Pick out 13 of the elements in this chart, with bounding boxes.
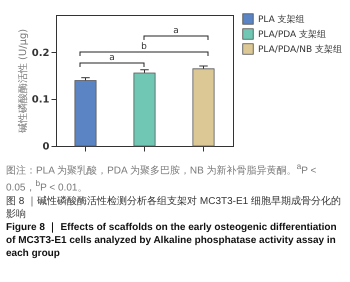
caption: 图 8 ｜碱性磷酸酶活性检测分析各组支架对 MC3T3-E1 细胞早期成骨分化的影响 [6,194,342,221]
y-axis-title: 碱性磷酸酶活性 (U/μg) [16,28,29,134]
legend-label: PLA/PDA 支架组 [258,29,326,40]
annotation: b [141,42,148,52]
y-tick-label: 0.1 [32,94,50,106]
legend-label: PLA/PDA/NB 支架组 [258,44,342,55]
annotation: a [109,53,115,63]
annotation: a [173,26,179,36]
text: 图注：PLA 为聚乳酸，PDA 为聚多巴胺，NB 为新补骨脂异黄酮。$^{a}$P < 0.05，$^{b}$P < 0.01。 [6,161,316,194]
caption: Figure 8 ｜ Effects of scaffolds on the early osteogenic differentiation of MC3T3-E1 cells analyzed by Alkaline phosphatase activity assay in each group [6,220,338,260]
y-tick-label: 0 [42,142,50,152]
y-tick-label: 0.2 [32,48,50,59]
legend-label: PLA 支架组 [258,14,305,25]
